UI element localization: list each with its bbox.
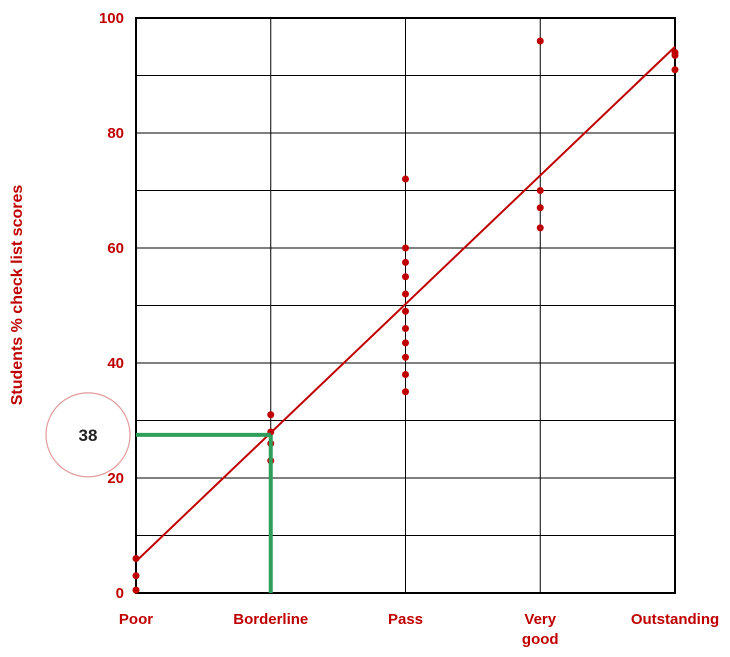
x-tick-label: Poor xyxy=(119,611,153,628)
y-tick-label: 80 xyxy=(107,125,124,142)
data-point xyxy=(132,555,140,562)
y-tick-label: 40 xyxy=(107,355,124,372)
x-tick-label: Pass xyxy=(388,611,423,628)
data-point xyxy=(402,258,409,266)
data-point xyxy=(671,49,679,56)
data-point xyxy=(536,187,544,194)
y-tick-label: 100 xyxy=(99,10,124,27)
data-point xyxy=(402,371,409,378)
data-point xyxy=(402,175,409,183)
data-point xyxy=(132,572,140,580)
grid xyxy=(135,17,676,594)
data-point xyxy=(267,411,275,419)
data-point xyxy=(402,388,409,396)
data-point xyxy=(132,586,140,594)
plot-border xyxy=(135,17,676,594)
plot-frame xyxy=(135,17,676,594)
x-tick-label: Very good xyxy=(522,611,559,648)
y-axis-title: Students % check list scores xyxy=(9,185,26,406)
data-point xyxy=(402,307,409,315)
data-point xyxy=(402,353,409,361)
data-point xyxy=(536,204,544,212)
data-point xyxy=(402,325,409,332)
cut-score-label: 38 xyxy=(79,426,98,445)
regression-line xyxy=(135,46,676,563)
x-tick-label: Borderline xyxy=(233,611,308,628)
regression-line-layer xyxy=(135,46,676,563)
x-tick-labels: Poor Borderline Pass Very good Outstanding xyxy=(119,611,719,648)
y-tick-label: 60 xyxy=(107,240,124,257)
data-point xyxy=(536,224,544,232)
cut-score-layer: 38 xyxy=(45,392,273,593)
data-point xyxy=(536,37,544,45)
data-point xyxy=(402,273,409,281)
data-point xyxy=(402,290,409,298)
y-tick-label: 20 xyxy=(107,470,124,487)
data-point xyxy=(402,339,409,347)
y-tick-label: 0 xyxy=(116,585,124,602)
data-point xyxy=(402,244,409,252)
y-tick-labels: 0 20 40 60 80 100 xyxy=(99,10,124,602)
data-point xyxy=(671,66,679,74)
x-tick-label: Outstanding xyxy=(631,611,719,628)
cut-score-callout-circle xyxy=(45,392,131,478)
